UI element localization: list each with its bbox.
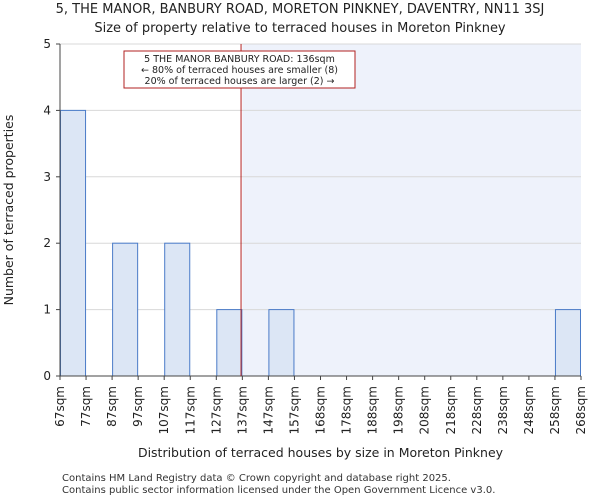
x-tick-label: 208sqm [418, 386, 432, 434]
bar[interactable] [164, 242, 191, 377]
y-tick-label: 0 [43, 369, 51, 383]
x-axis-label: Distribution of terraced houses by size … [138, 445, 504, 460]
y-tick-label: 4 [43, 103, 51, 117]
x-tick-label: 218sqm [444, 386, 458, 434]
x-tick-label: 168sqm [314, 386, 328, 434]
x-tick-label: 258sqm [548, 386, 562, 434]
y-tick-label: 1 [43, 303, 51, 317]
x-tick-label: 238sqm [496, 386, 510, 434]
annotation-line: 20% of terraced houses are larger (2) → [145, 76, 335, 87]
x-tick-label: 178sqm [340, 386, 354, 434]
x-tick-label: 248sqm [522, 386, 536, 434]
x-tick-label: 97sqm [131, 386, 145, 427]
y-tick-label: 2 [43, 236, 51, 250]
y-axis-label: Number of terraced properties [1, 115, 16, 306]
bar-chart: 0 1 2 3 4 5 67sqm 77sqm 87sqm 97sqm 107sqm 117sqm 12… [1, 37, 588, 460]
annotation-line: 5 THE MANOR BANBURY ROAD: 136sqm [144, 54, 335, 65]
footer-copyright: Contains HM Land Registry data © Crown c… [62, 473, 451, 484]
x-tick-label: 188sqm [366, 386, 380, 434]
annotation-line: ← 80% of terraced houses are smaller (8) [141, 65, 338, 76]
x-tick-label: 107sqm [157, 386, 171, 434]
x-tick-label: 157sqm [287, 386, 301, 434]
bar[interactable] [216, 309, 243, 377]
bar[interactable] [554, 309, 582, 377]
x-tick-label: 117sqm [183, 386, 197, 434]
chart-title: 5, THE MANOR, BANBURY ROAD, MORETON PINK… [55, 2, 545, 17]
bar[interactable] [112, 242, 139, 377]
x-tick-label: 77sqm [79, 386, 93, 427]
y-tick-label: 5 [43, 37, 51, 51]
x-tick-label: 67sqm [53, 386, 67, 427]
annotation-box [123, 50, 356, 89]
bar[interactable] [60, 109, 87, 377]
footer-licence: Contains public sector information licen… [62, 485, 496, 496]
x-tick-label: 268sqm [574, 386, 588, 434]
x-tick-label: 127sqm [209, 386, 223, 434]
bar[interactable] [268, 309, 295, 377]
x-tick-label: 87sqm [105, 386, 119, 427]
x-tick-label: 147sqm [261, 386, 275, 434]
x-tick-label: 228sqm [470, 386, 484, 434]
chart-subtitle: Size of property relative to terraced ho… [94, 21, 506, 36]
highlight-region [242, 44, 581, 376]
y-tick-label: 3 [43, 170, 51, 184]
x-tick-label: 198sqm [392, 386, 406, 434]
x-tick-label: 137sqm [235, 386, 249, 434]
